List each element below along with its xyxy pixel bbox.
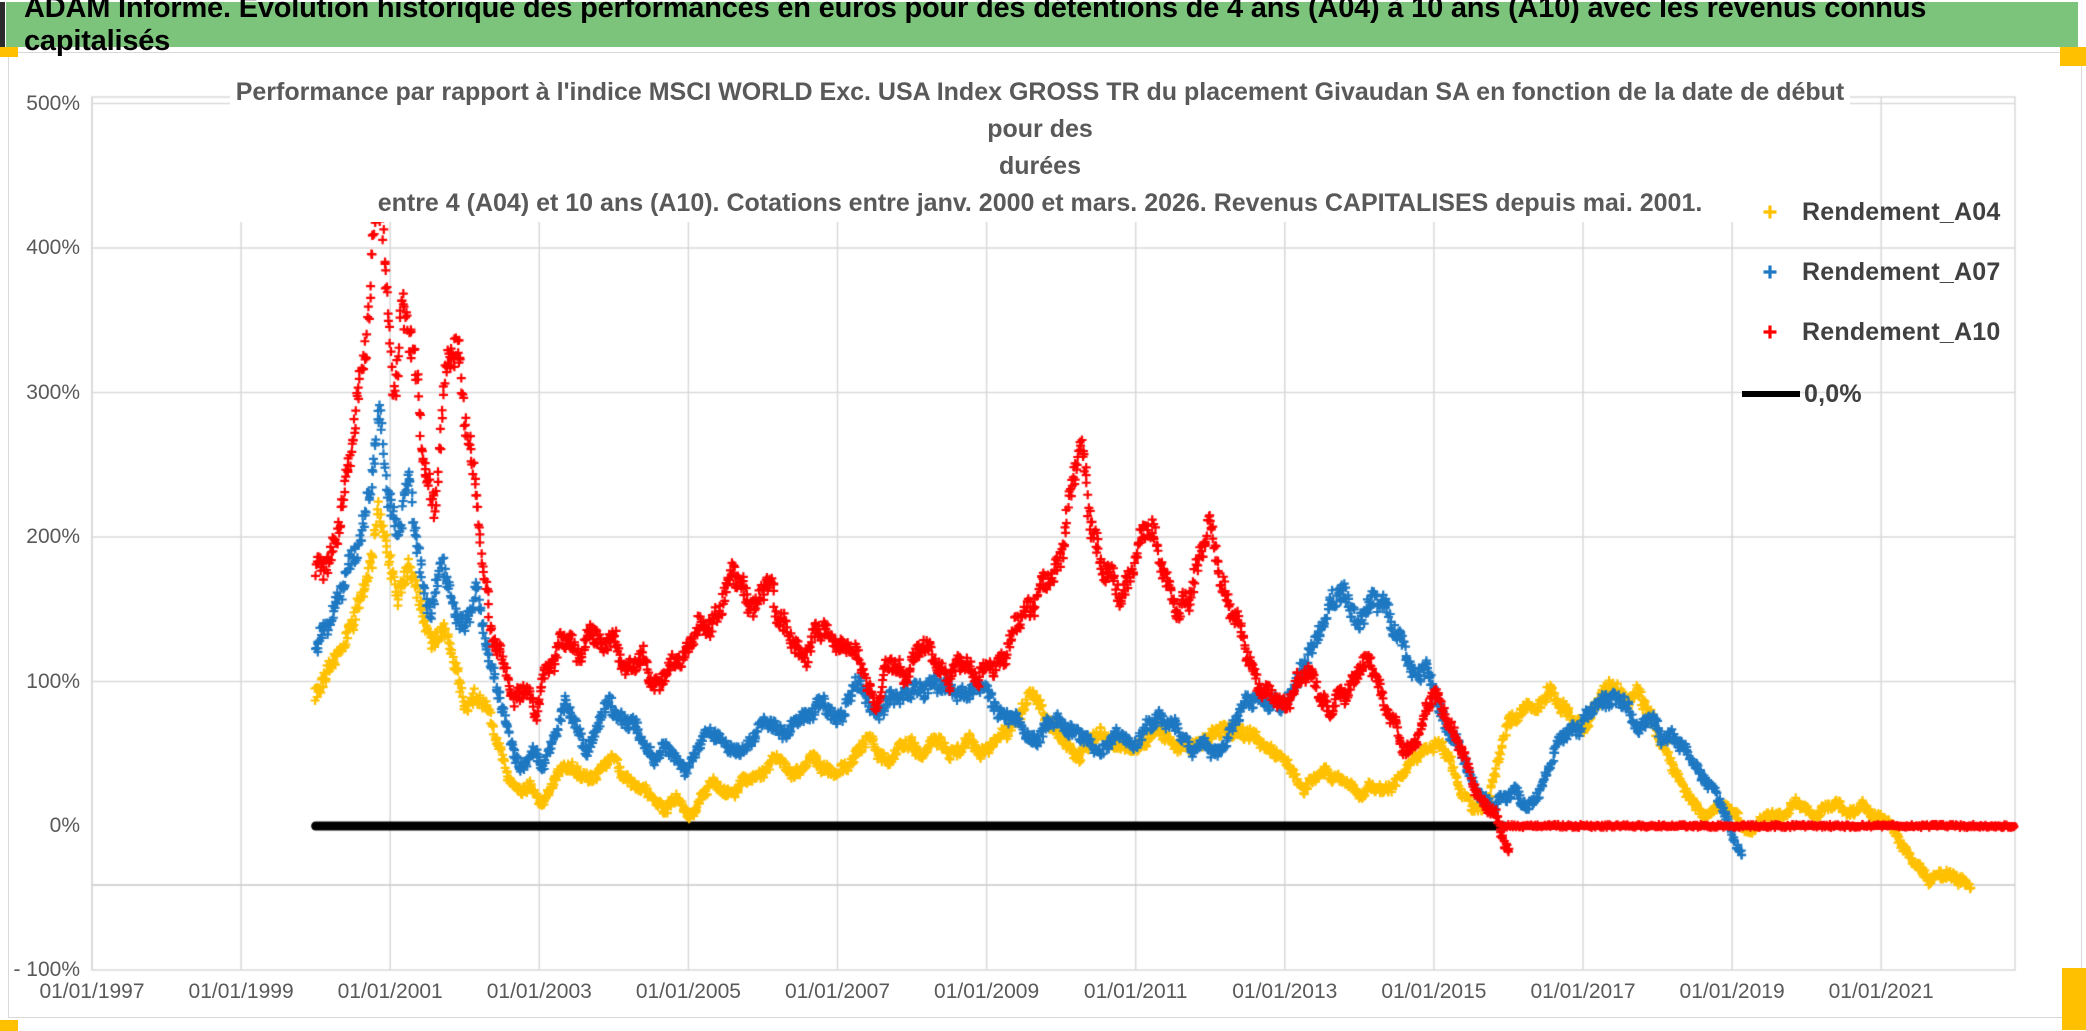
x-axis-label-2013: 01/01/2013: [1232, 980, 1338, 1003]
y-axis-label--100: - 100%: [13, 958, 80, 981]
plus-marker-icon: [1742, 203, 1798, 221]
x-axis-label-2005: 01/01/2005: [635, 980, 741, 1003]
y-axis-label-100: 100%: [26, 669, 80, 693]
plus-marker-icon: [1742, 263, 1798, 281]
legend-label: Rendement_A10: [1802, 317, 2001, 346]
chart-title-line-3: entre 4 (A04) et 10 ans (A10). Cotations…: [377, 189, 1703, 217]
y-axis-label-300: 300%: [26, 380, 80, 404]
x-axis-label-2019: 01/01/2019: [1679, 980, 1785, 1003]
x-axis-label-2011: 01/01/2011: [1083, 980, 1188, 1003]
chart-title: Performance par rapport à l'indice MSCI …: [230, 74, 1850, 222]
line-swatch-icon: [1742, 391, 1800, 397]
legend-item-rendement-a04: Rendement_A04: [1742, 195, 2001, 229]
x-axis-label-2003: 01/01/2003: [486, 980, 592, 1003]
x-axis-label-1997: 01/01/1997: [39, 980, 145, 1003]
legend-item-0-0-: 0,0%: [1742, 377, 1862, 411]
legend-label: Rendement_A07: [1802, 257, 2001, 286]
y-axis-label-400: 400%: [26, 236, 80, 259]
x-axis-label-2001: 01/01/2001: [337, 980, 443, 1003]
chart-title-line-1: Performance par rapport à l'indice MSCI …: [235, 78, 1845, 143]
plus-marker-icon: [1742, 323, 1798, 341]
legend-item-rendement-a07: Rendement_A07: [1742, 255, 2001, 289]
x-axis-label-2021: 01/01/2021: [1828, 980, 1934, 1003]
y-axis-label-0: 0%: [49, 814, 80, 837]
x-axis-label-2007: 01/01/2007: [784, 980, 891, 1003]
x-axis-label-1999: 01/01/1999: [188, 980, 294, 1003]
x-axis-label-2009: 01/01/2009: [934, 980, 1040, 1003]
y-axis-label-200: 200%: [26, 525, 80, 548]
x-axis-label-2017: 01/01/2017: [1530, 980, 1636, 1003]
x-axis-label-2015: 01/01/2015: [1381, 980, 1487, 1003]
legend-label: 0,0%: [1804, 379, 1862, 408]
legend-item-rendement-a10: Rendement_A10: [1742, 315, 2001, 349]
legend-label: Rendement_A04: [1802, 197, 2001, 226]
y-axis-label-500: 500%: [26, 91, 80, 115]
chart-title-line-2: durées: [999, 152, 1081, 180]
